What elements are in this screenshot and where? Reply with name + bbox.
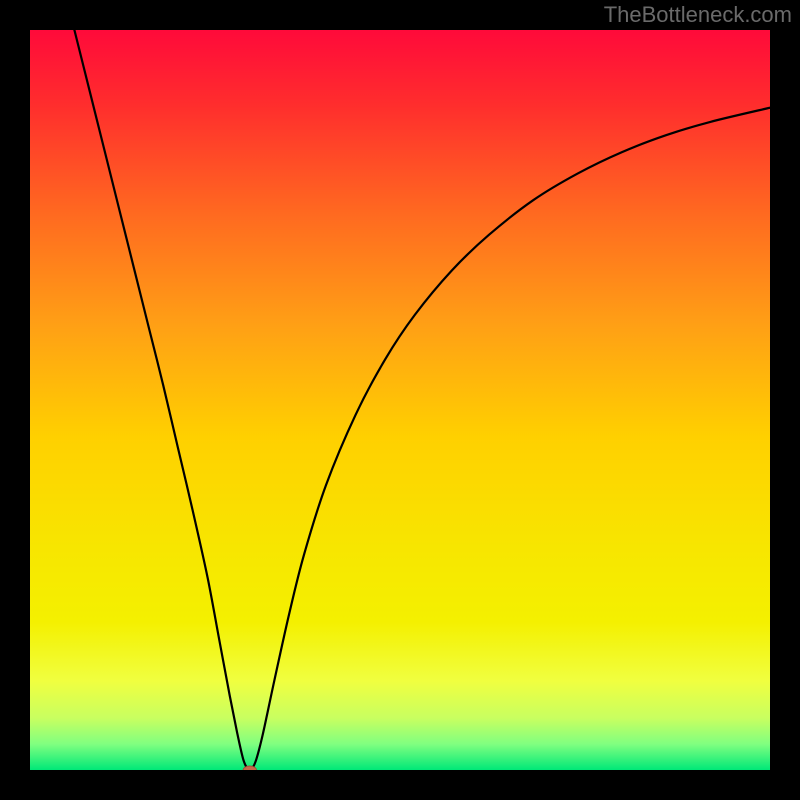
watermark-text: TheBottleneck.com: [604, 2, 792, 28]
gradient-background: [30, 30, 770, 770]
bottleneck-chart: [0, 0, 800, 800]
optimal-point-marker: [243, 766, 256, 774]
chart-container: { "watermark": "TheBottleneck.com", "plo…: [0, 0, 800, 800]
